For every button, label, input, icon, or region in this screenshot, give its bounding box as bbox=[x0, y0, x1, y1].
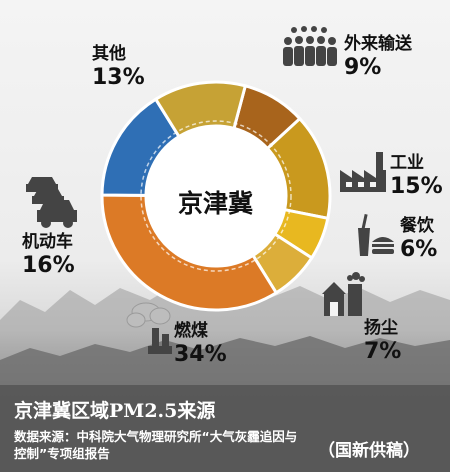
label-dust-name: 扬尘 bbox=[364, 318, 398, 338]
label-catering: 餐饮 6% bbox=[400, 218, 437, 261]
label-coal-name: 燃煤 bbox=[174, 321, 208, 341]
label-industry-name: 工业 bbox=[390, 153, 424, 173]
food-icon bbox=[358, 213, 394, 256]
crowd-icon bbox=[283, 26, 337, 66]
label-dust: 扬尘 7% bbox=[364, 320, 401, 363]
label-industry: 工业 15% bbox=[390, 155, 443, 198]
credit-note: （国新供稿） bbox=[318, 441, 420, 461]
label-external-name: 外来输送 bbox=[344, 34, 412, 54]
dust-icon bbox=[322, 272, 365, 316]
donut-inner-ring bbox=[140, 120, 292, 272]
donut-slice-4 bbox=[100, 193, 279, 312]
label-vehicle-pct: 16% bbox=[22, 253, 75, 278]
label-industry-pct: 15% bbox=[390, 174, 443, 199]
label-vehicle: 机动车 16% bbox=[22, 234, 75, 277]
donut-center bbox=[146, 126, 286, 266]
label-other-name: 其他 bbox=[92, 44, 126, 64]
label-catering-name: 餐饮 bbox=[400, 216, 434, 236]
label-catering-pct: 6% bbox=[400, 237, 438, 262]
donut-slice-6 bbox=[153, 80, 248, 139]
label-dust-pct: 7% bbox=[364, 339, 402, 364]
label-external: 外来输送 9% bbox=[344, 36, 412, 79]
label-vehicle-name: 机动车 bbox=[22, 232, 73, 252]
chart-title: 京津冀区域PM2.5来源 bbox=[14, 400, 216, 422]
label-other-pct: 13% bbox=[92, 65, 145, 90]
source-note: 数据来源：中科院大气物理研究所“大气灰霾追因与控制”专项组报告 bbox=[14, 429, 298, 461]
label-coal: 燃煤 34% bbox=[174, 323, 227, 366]
label-other: 其他 13% bbox=[92, 46, 145, 89]
factory-icon bbox=[340, 152, 386, 192]
center-title: 京津冀 bbox=[178, 189, 254, 218]
label-external-pct: 9% bbox=[344, 55, 382, 80]
coal-smoke-icon bbox=[126, 302, 172, 354]
label-coal-pct: 34% bbox=[174, 342, 227, 367]
cars-icon bbox=[26, 177, 77, 228]
